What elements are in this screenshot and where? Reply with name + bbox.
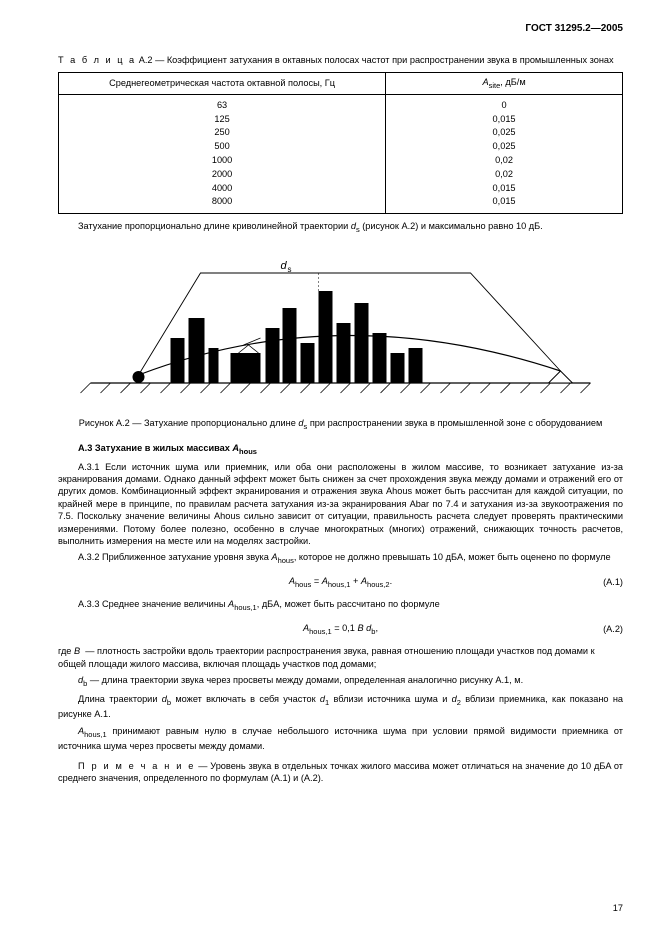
svg-text:d: d [281,260,288,272]
para-db-includes: Длина траектории db может включать в себ… [58,693,623,720]
svg-text:s: s [288,265,292,274]
para-a3-1: А.3.1 Если источник шума или приемник, и… [58,461,623,548]
para-a3-3: А.3.3 Среднее значение величины Ahous,1,… [58,598,623,613]
table-val-cells: 0 0,015 0,025 0,025 0,02 0,02 0,015 0,01… [386,94,623,213]
note: П р и м е ч а н и е — Уровень звука в от… [58,760,623,785]
para-after-table: Затухание пропорционально длине криволин… [58,220,623,235]
where-b: где B — плотность застройки вдоль траект… [58,645,623,670]
table-a2: Среднегеометрическая частота октавной по… [58,72,623,214]
section-a3-title: А.3 Затухание в жилых массивах Ahous [58,442,623,457]
para-a3-2: А.3.2 Приближенное затухание уровня звук… [58,551,623,566]
figure-a2-svg: d s [58,253,623,403]
document-id-header: ГОСТ 31295.2—2005 [58,22,623,36]
equation-a2: Ahous,1 = 0,1 B db, (А.2) [58,621,623,637]
para-ahous1-zero: Ahous,1 принимают равным нулю в случае н… [58,725,623,752]
table-col-asite: Asite, дБ/м [386,72,623,94]
eq-num-a2: (А.2) [603,623,623,635]
table-caption-prefix: Т а б л и ц а [58,55,136,65]
table-col-frequency: Среднегеометрическая частота октавной по… [59,72,386,94]
figure-a2-caption: Рисунок А.2 — Затухание пропорционально … [58,417,623,432]
where-db: db — длина траектории звука через просве… [78,674,623,689]
page-number: 17 [613,902,623,914]
table-a2-caption: Т а б л и ц а А.2 — Коэффициент затухани… [58,54,623,66]
equation-a1: Ahous = Ahous,1 + Ahous,2. (А.1) [58,574,623,590]
eq-num-a1: (А.1) [603,576,623,588]
page: ГОСТ 31295.2—2005 Т а б л и ц а А.2 — Ко… [0,0,661,936]
table-freq-cells: 63 125 250 500 1000 2000 4000 8000 [59,94,386,213]
table-caption-text: А.2 — Коэффициент затухания в октавных п… [139,55,614,65]
